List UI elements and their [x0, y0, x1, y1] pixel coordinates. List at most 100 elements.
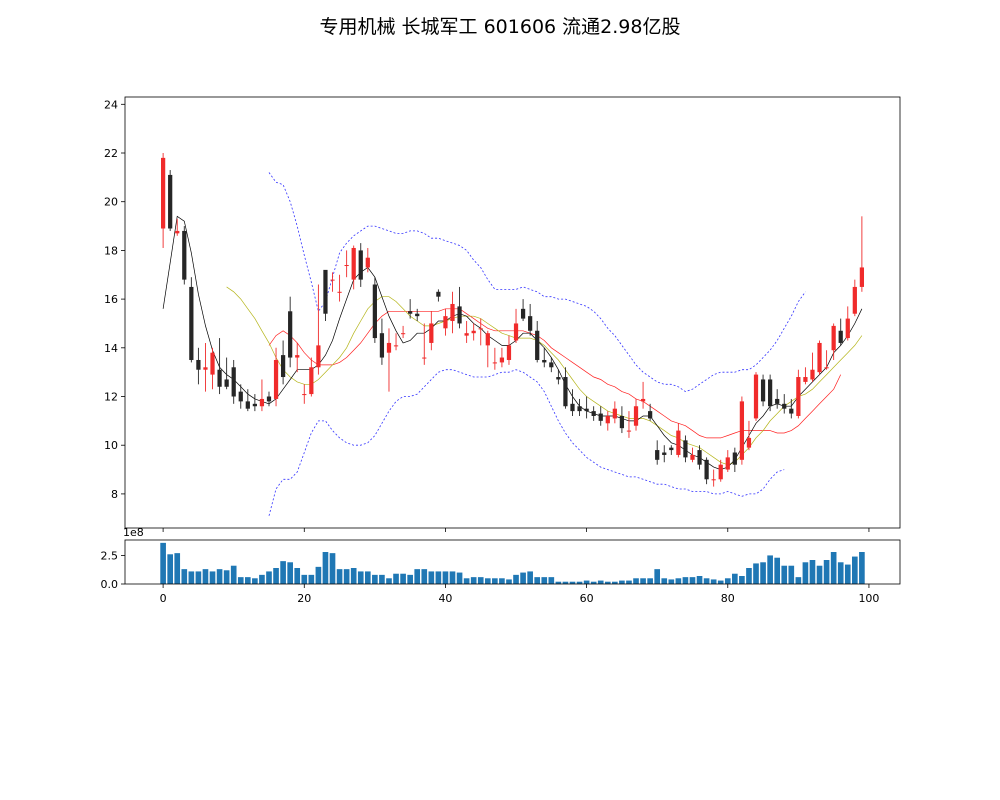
volume-bar [844, 564, 851, 584]
volume-bar [689, 577, 696, 584]
candle-body [259, 398, 265, 407]
candle-body [351, 247, 356, 280]
candle-body [633, 406, 639, 426]
candle-body [528, 316, 533, 331]
candle-body [563, 377, 568, 407]
volume-bar [661, 578, 668, 584]
volume-bar [266, 571, 272, 584]
candle-body [196, 359, 201, 370]
candle-body [556, 377, 561, 380]
price-y-tick-label: 14 [104, 342, 118, 355]
price-axes-frame [124, 96, 901, 529]
candle-body [683, 440, 688, 458]
volume-bar [322, 552, 329, 584]
volume-bar [343, 569, 350, 584]
candle-body [598, 413, 603, 421]
price-y-tick-label: 12 [104, 391, 118, 404]
volume-bar [442, 571, 449, 584]
volume-bar [823, 560, 830, 584]
candle-body [810, 369, 815, 380]
candle-body [824, 367, 829, 369]
candle-body [676, 430, 681, 455]
volume-bar [336, 569, 343, 584]
candle-body [605, 415, 610, 424]
volume-bar [287, 562, 293, 584]
volume-bar [259, 574, 265, 584]
candle-body [288, 311, 293, 358]
volume-bar [604, 581, 611, 584]
price-y-tick-label: 24 [104, 98, 118, 111]
x-tick-label: 100 [858, 592, 879, 605]
candle-body [789, 408, 794, 414]
volume-bar [626, 580, 632, 584]
volume-bar [837, 562, 844, 584]
volume-bar [301, 574, 308, 584]
volume-bar [739, 576, 745, 584]
candle-body [662, 452, 667, 455]
candle-body [711, 479, 716, 481]
candle-body [238, 391, 243, 402]
boll-lower-line [268, 369, 785, 516]
candle-body [464, 333, 469, 336]
volume-bar [379, 574, 385, 584]
candle-body [549, 362, 554, 368]
candle-body [400, 333, 406, 335]
candle-body [379, 333, 385, 358]
ma20-line [268, 308, 842, 439]
candle-body [273, 359, 279, 399]
volume-bar [463, 578, 470, 584]
volume-bar [802, 562, 809, 584]
chart-title: 专用机械 长城军工 601606 流通2.98亿股 [319, 16, 681, 38]
candle-body [266, 396, 272, 402]
volume-bar [223, 570, 230, 584]
candle-body [408, 311, 413, 314]
x-tick-label: 0 [160, 592, 167, 605]
volume-bar [647, 578, 653, 584]
candle-body [669, 447, 674, 451]
volume-bar [534, 577, 541, 584]
volume-bar [237, 577, 244, 584]
volume-bar [597, 580, 604, 584]
candle-body [175, 230, 180, 234]
volume-bar [449, 571, 456, 584]
volume-bar [506, 579, 512, 584]
candle-body [520, 308, 526, 319]
volume-bar [209, 571, 216, 584]
candle-body [838, 330, 843, 343]
candle-body [753, 374, 759, 419]
volume-bar [492, 578, 498, 584]
volume-bar [456, 572, 463, 584]
volume-bar [583, 580, 590, 584]
volume-bar [548, 577, 555, 584]
candle-body [478, 328, 483, 330]
candle-body [160, 157, 166, 229]
volume-bar [675, 578, 682, 584]
volume-bar [760, 562, 766, 584]
candle-body [817, 342, 822, 373]
volume-bar [315, 566, 322, 584]
candle-body [323, 269, 328, 314]
candle-body [746, 437, 752, 448]
candle-body [859, 267, 865, 287]
volume-bar [414, 569, 421, 584]
volume-bar [252, 578, 258, 584]
candle-body [358, 250, 363, 280]
volume-bar [273, 568, 279, 584]
candle-body [280, 355, 286, 378]
volume-bar [230, 565, 237, 584]
x-tick-label: 40 [438, 592, 452, 605]
ma5-line [162, 215, 863, 470]
volume-y-tick-label: 0.0 [101, 578, 119, 591]
candle-body [422, 357, 427, 359]
candle-body [372, 284, 377, 339]
candle-body [570, 403, 575, 412]
volume-bar [308, 574, 315, 584]
candle-body [619, 415, 625, 429]
volume-bar [816, 565, 823, 584]
volume-bar [640, 578, 646, 584]
price-y-tick-label: 22 [104, 147, 118, 160]
candle-body [591, 411, 596, 416]
volume-bar [435, 571, 442, 584]
volume-bar [732, 573, 738, 584]
volume-bar [160, 542, 166, 584]
